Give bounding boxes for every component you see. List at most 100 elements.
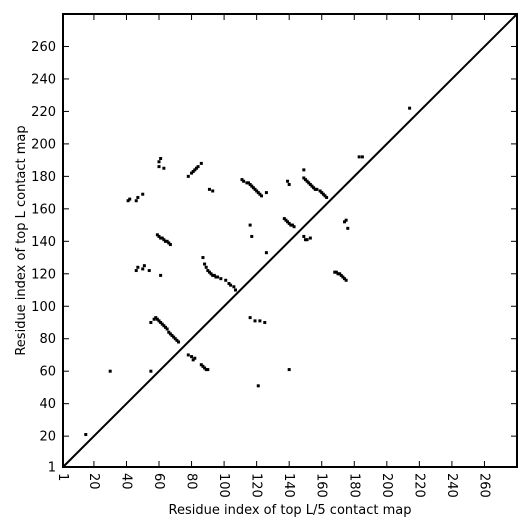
contact-point [357,155,361,159]
contact-point [341,275,345,279]
contact-point [344,278,348,282]
y-tick-label: 140 [31,235,56,250]
contact-point [141,192,145,196]
contact-point [242,179,246,183]
contact-point [162,166,166,170]
contact-point [159,320,163,324]
y-tick-label: 180 [31,170,56,185]
contact-point [287,182,291,186]
contact-point [408,106,412,110]
contact-points [84,106,412,437]
contact-point [186,353,190,357]
contact-point [165,239,169,243]
x-tick-label: 100 [216,473,231,498]
contact-point [157,234,161,238]
contact-point [147,269,151,273]
contact-point [196,165,200,169]
contact-point [290,223,294,227]
contact-point [204,368,208,372]
contact-point [193,356,197,360]
y-tick-label: 260 [31,40,56,55]
contact-point [167,330,171,334]
contact-point [207,187,211,191]
contact-point [264,191,268,195]
contact-point [339,273,343,277]
contact-point [343,220,347,224]
contact-point [253,319,257,323]
contact-point [240,178,244,182]
contact-point [206,269,210,273]
contact-point [193,168,197,172]
y-axis-label: Residue index of top L contact map [14,125,29,355]
contact-point [282,217,286,221]
x-tick-label: 140 [281,473,296,498]
contact-point [203,366,207,370]
contact-point [258,192,262,196]
contact-point [310,184,314,188]
contact-point [258,319,262,323]
contact-point [159,273,163,277]
contact-point [175,338,179,342]
contact-point [229,283,233,287]
contact-point [318,189,322,193]
x-tick-label: 240 [444,473,459,498]
contact-point [170,333,174,337]
contact-point [284,218,288,222]
contact-point [149,320,153,324]
contact-point [204,265,208,269]
contact-point [160,322,164,326]
contact-point [344,218,348,222]
contact-point [201,364,205,368]
contact-point [157,165,161,169]
y-tick-label: 220 [31,105,56,120]
contact-point [302,168,306,172]
contact-point [336,272,340,276]
y-tick-label: 20 [39,430,56,445]
contact-point [136,265,140,269]
contact-point [162,324,166,328]
contact-point [214,275,218,279]
contact-point [302,176,306,180]
contact-point [305,179,309,183]
contact-point [248,182,252,186]
contact-point [159,157,163,161]
contact-point [212,273,216,277]
contact-point [209,272,213,276]
contact-point [160,236,164,240]
contact-point [141,267,145,271]
contact-point [325,195,329,199]
contact-point [134,269,138,273]
contact-point [155,317,159,321]
contact-point [232,285,236,289]
contact-point [292,225,296,229]
contact-point [162,238,166,242]
contact-point [172,335,176,339]
contact-point [191,358,195,362]
contact-point [155,233,159,237]
x-tick-label: 220 [411,473,426,498]
contact-point [203,262,207,266]
contact-point [206,368,210,372]
contact-point [346,226,350,230]
y-tick-label: 240 [31,72,56,87]
contact-point [338,272,342,276]
contact-point [308,236,312,240]
x-tick-label: 1 [55,473,70,481]
diagonal-line [62,13,518,468]
contact-point [321,192,325,196]
contact-point [157,319,161,323]
x-axis-ticks: 1 20 40 60 80 100 120 140 160 180 200 220 240 260 [55,14,491,498]
contact-point [307,181,311,185]
contact-point [194,166,198,170]
contact-point [108,369,112,373]
contact-point [201,256,205,260]
contact-point [320,191,324,195]
contact-point [289,223,293,227]
plot-frame [62,13,518,468]
contact-point [211,273,215,277]
contact-point [286,220,290,224]
x-tick-label: 260 [476,473,491,498]
contact-point [286,179,290,183]
contact-point [152,317,156,321]
